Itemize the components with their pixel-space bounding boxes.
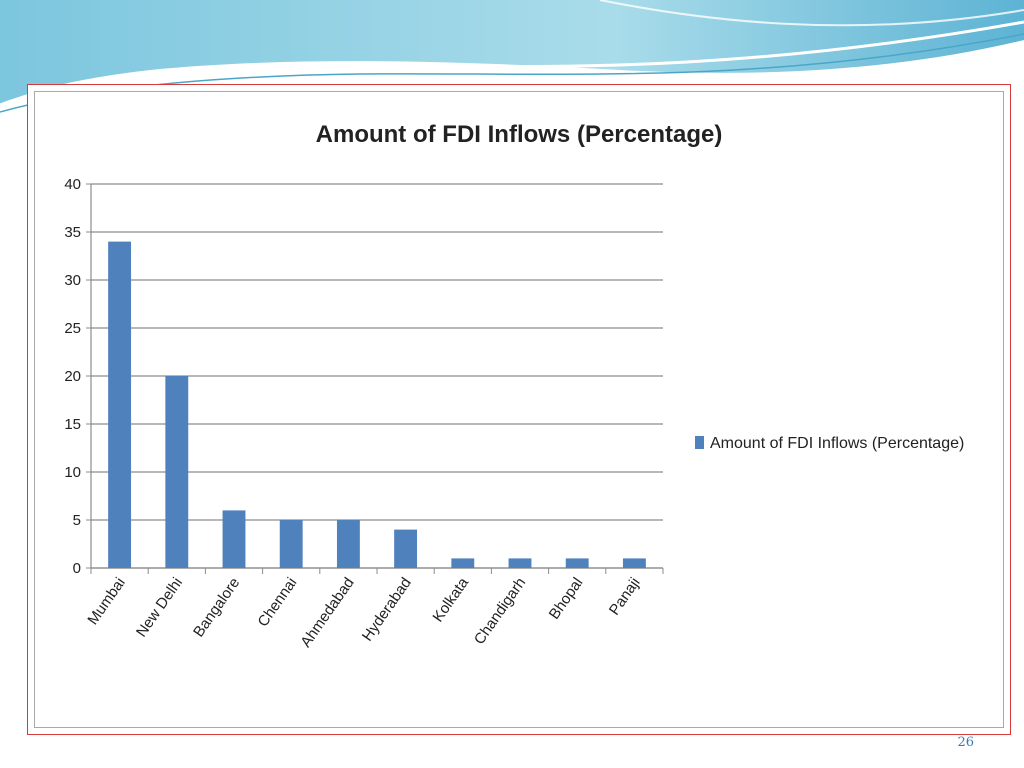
y-tick-label: 15 <box>64 416 81 433</box>
x-tick-label: Bangalore <box>190 575 243 641</box>
chart-title: Amount of FDI Inflows (Percentage) <box>316 121 723 148</box>
legend-label: Amount of FDI Inflows (Percentage) <box>710 435 964 452</box>
bars <box>108 241 646 568</box>
bar-chennai <box>279 520 303 568</box>
x-tick-label: New Delhi <box>133 575 186 641</box>
x-tick-label: Chennai <box>254 575 300 631</box>
legend-swatch <box>695 436 704 449</box>
bar-chandigarh <box>508 558 532 568</box>
x-tick-label: Panaji <box>606 575 644 619</box>
y-tick-label: 40 <box>64 176 81 193</box>
bar-chart: Amount of FDI Inflows (Percentage) 0 5 10 1… <box>64 121 964 651</box>
bar-new-delhi <box>165 376 189 568</box>
y-tick-label: 10 <box>64 464 81 481</box>
x-tick-label: Bhopal <box>546 575 587 623</box>
x-tick-labels: Mumbai New Delhi Bangalore ChennaiAhmedabad… <box>84 574 643 651</box>
y-tick-label: 0 <box>73 560 81 577</box>
y-tick-label: 30 <box>64 272 81 289</box>
bar-bhopal <box>565 558 589 568</box>
y-tick-label: 5 <box>73 512 81 529</box>
y-tick-label: 35 <box>64 224 81 241</box>
bar-bangalore <box>222 510 246 568</box>
x-tick-label: Chandigarh <box>471 575 529 648</box>
x-tick-label: Hyderabad <box>359 575 415 645</box>
y-tick-labels: 0 5 10 15 20 25 30 35 40 <box>64 176 81 577</box>
y-tick-label: 25 <box>64 320 81 337</box>
slide-number: 26 <box>957 735 974 750</box>
legend: Amount of FDI Inflows (Percentage) <box>695 435 964 452</box>
chart-container: Amount of FDI Inflows (Percentage) 0 5 10 1… <box>34 91 1004 728</box>
bar-ahmedabad <box>336 520 360 568</box>
x-tick-label: Kolkata <box>429 574 472 625</box>
bar-panaji <box>622 558 646 568</box>
bar-mumbai <box>108 241 132 568</box>
x-tick-label: Ahmedabad <box>297 575 357 651</box>
bar-hyderabad <box>394 529 418 568</box>
y-tick-label: 20 <box>64 368 81 385</box>
bar-kolkata <box>451 558 475 568</box>
x-tick-label: Mumbai <box>84 575 129 628</box>
